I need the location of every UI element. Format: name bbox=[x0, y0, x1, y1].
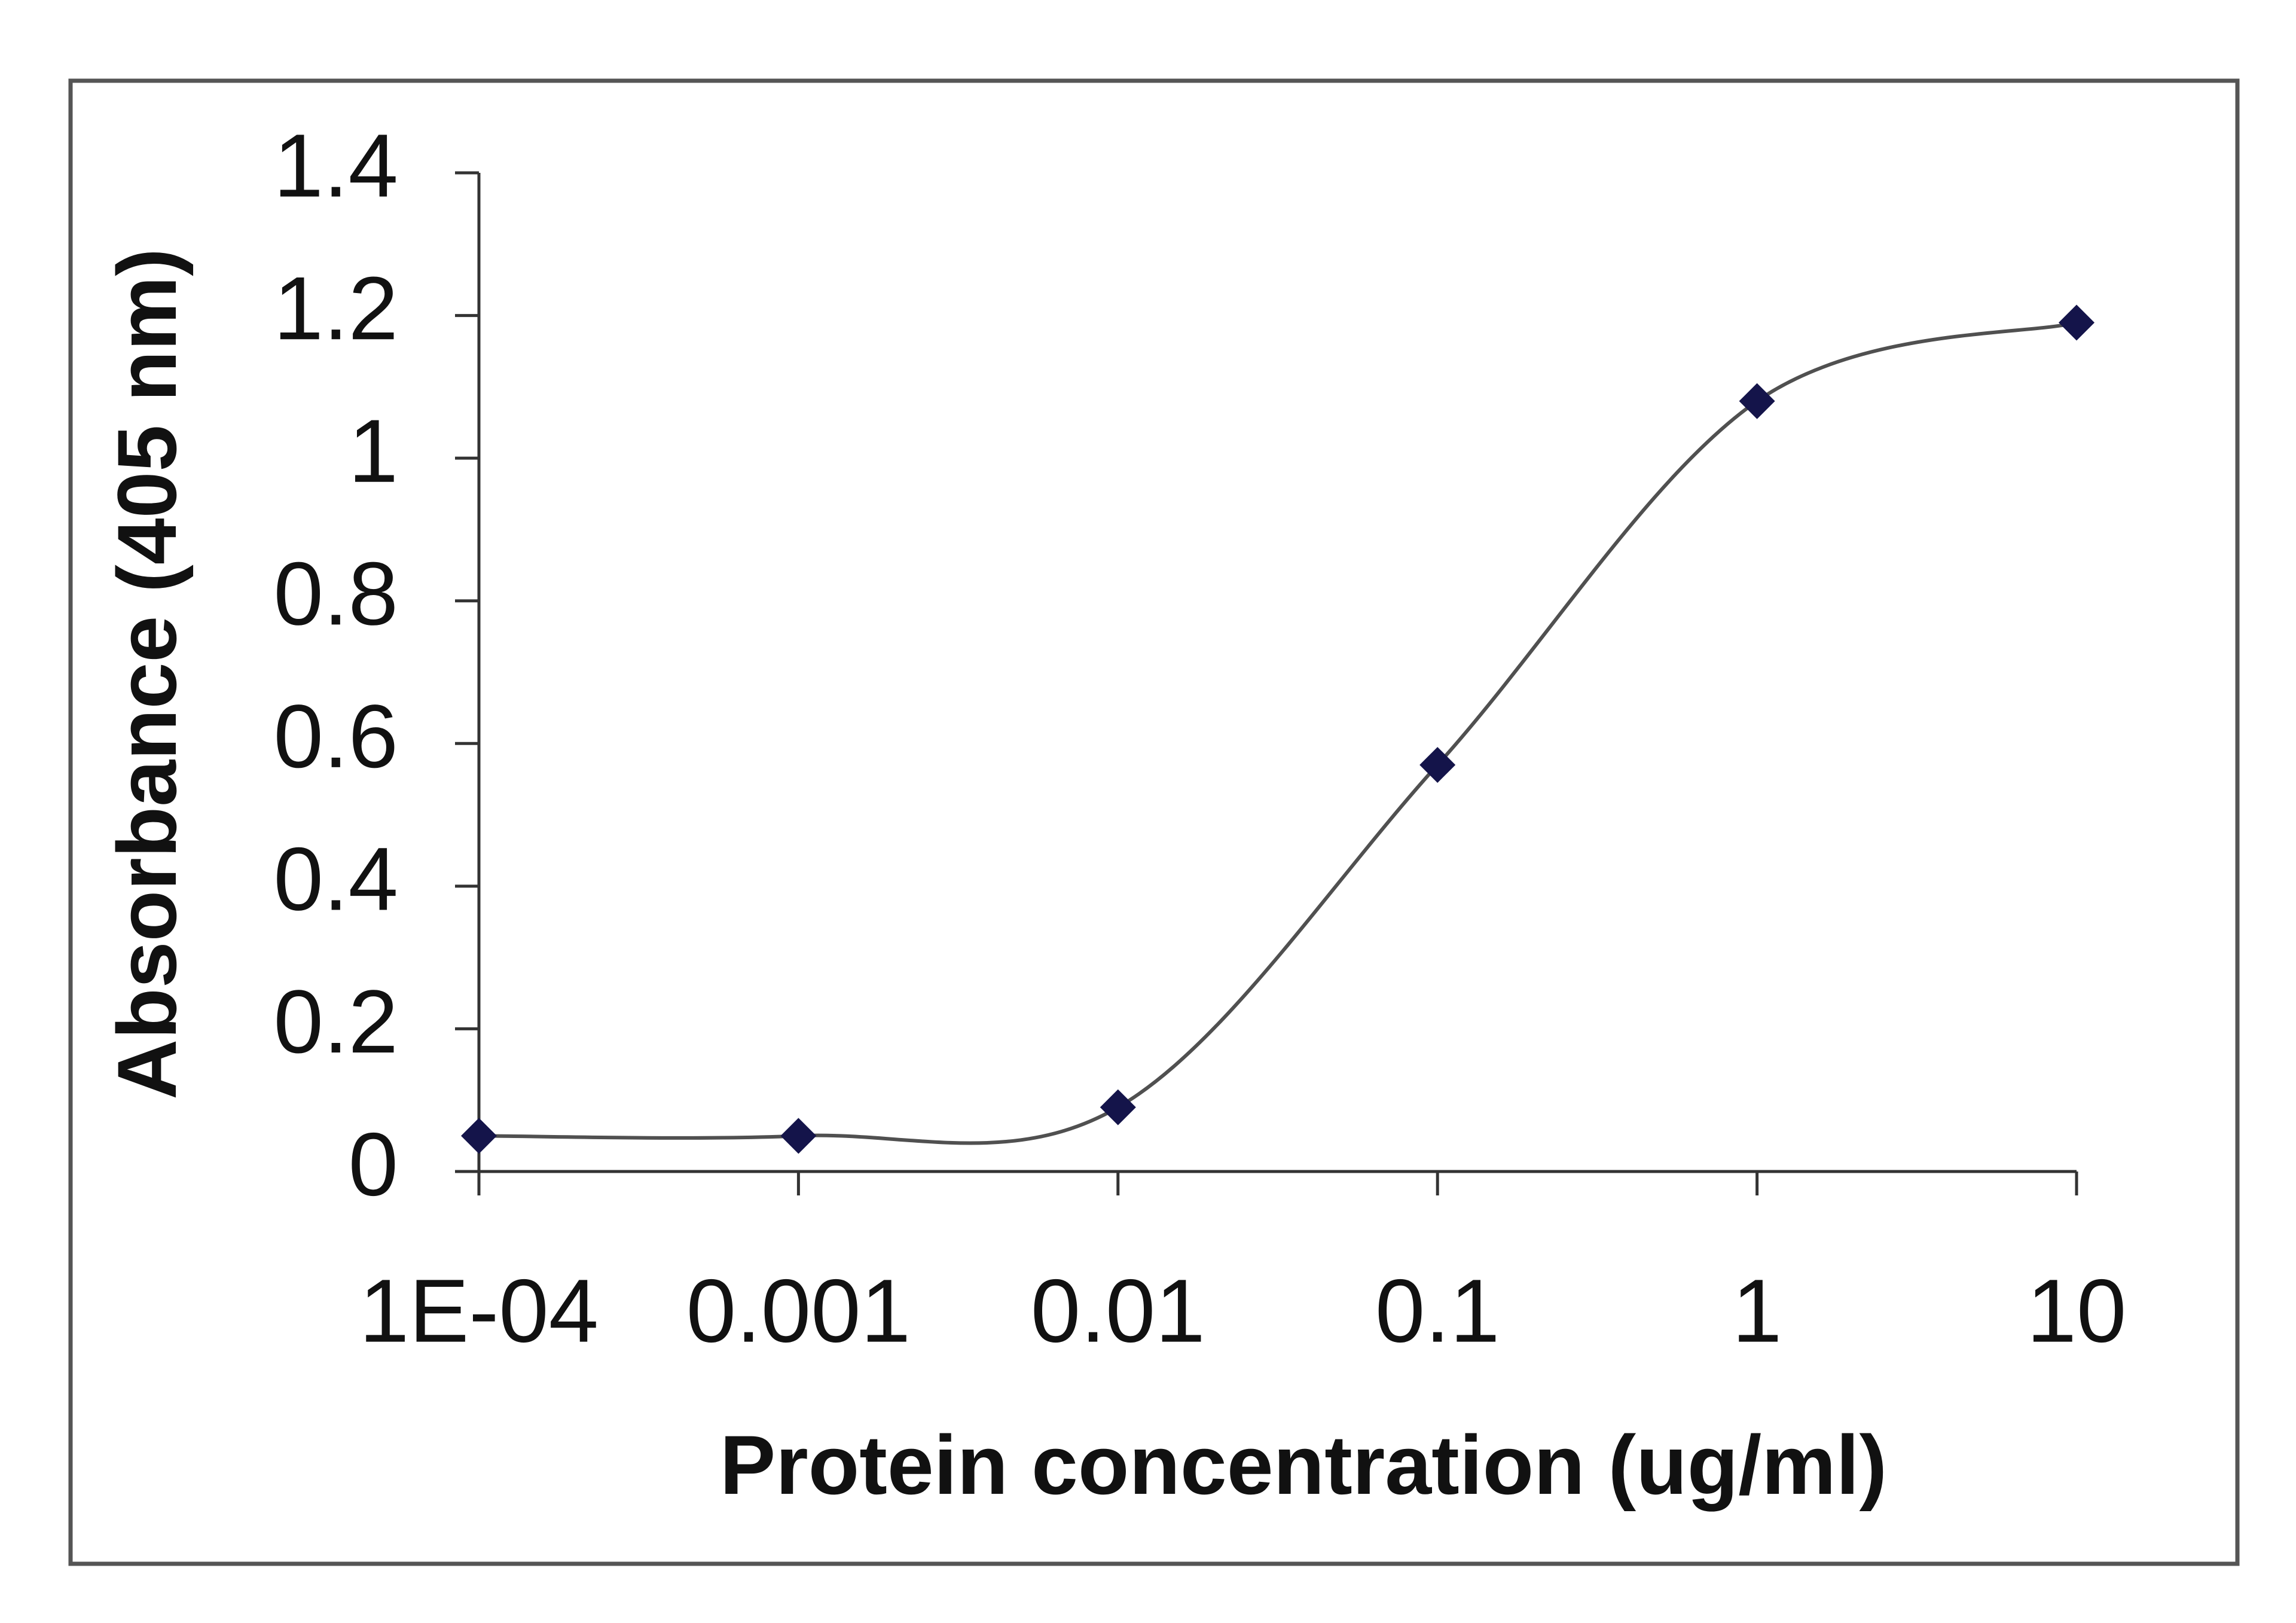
x-tick-label: 1 bbox=[1732, 1261, 1782, 1361]
marker bbox=[461, 1118, 497, 1154]
marker bbox=[780, 1118, 817, 1154]
marker bbox=[2059, 304, 2095, 341]
y-axis-title: Absorbance (405 nm) bbox=[100, 248, 194, 1100]
x-tick-label: 0.01 bbox=[1031, 1261, 1205, 1361]
y-tick-label: 1.2 bbox=[273, 258, 398, 358]
curve bbox=[478, 321, 2077, 1145]
y-tick-label: 0.4 bbox=[273, 828, 398, 929]
chart-frame bbox=[68, 78, 2240, 1566]
y-tick-label: 1.4 bbox=[273, 115, 398, 216]
y-tick-label: 1 bbox=[349, 401, 398, 501]
y-tick-label: 0 bbox=[349, 1114, 398, 1215]
x-tick-label: 10 bbox=[2027, 1261, 2127, 1361]
marker bbox=[1419, 747, 1456, 783]
x-tick-label: 1E-04 bbox=[359, 1261, 599, 1361]
x-tick-label: 0.001 bbox=[686, 1261, 911, 1361]
marker bbox=[1739, 383, 1775, 419]
y-tick-label: 0.8 bbox=[273, 543, 398, 643]
y-tick-label: 0.6 bbox=[273, 686, 398, 786]
x-tick-label: 0.1 bbox=[1375, 1261, 1500, 1361]
marker bbox=[1100, 1089, 1136, 1125]
x-axis-title: Protein concentration (ug/ml) bbox=[720, 1418, 1887, 1512]
y-tick-label: 0.2 bbox=[273, 971, 398, 1072]
